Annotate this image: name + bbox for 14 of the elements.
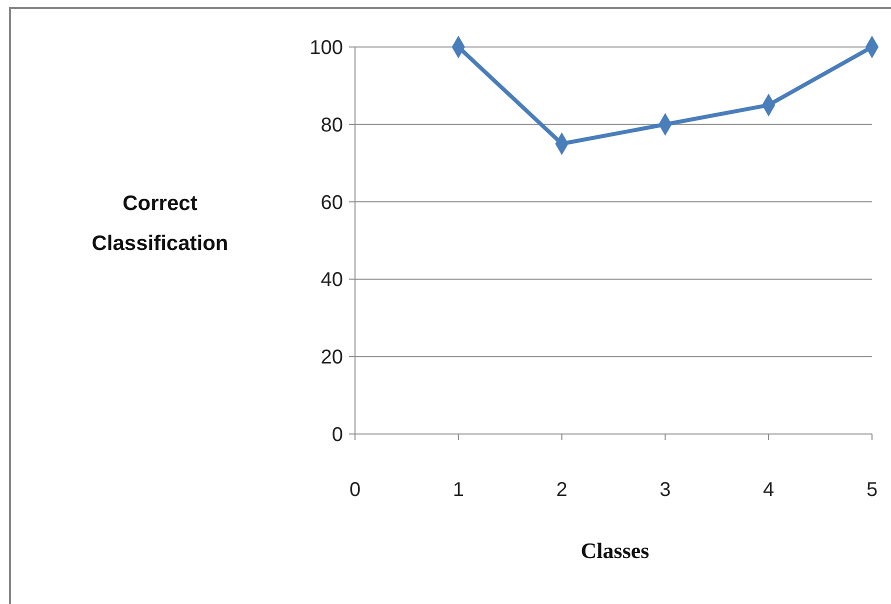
y-axis-title: Correct Classification <box>92 192 228 255</box>
x-tick-label: 1 <box>452 479 464 501</box>
x-tick-label: 3 <box>660 479 671 501</box>
y-tick-label: 20 <box>320 346 343 369</box>
x-tick-label: 2 <box>556 479 568 501</box>
x-axis-title: Classes <box>580 538 650 563</box>
y-tick-label: 100 <box>310 37 343 59</box>
x-tick-label: 5 <box>866 479 878 501</box>
x-tick-label: 0 <box>349 479 361 501</box>
y-tick-label: 0 <box>332 424 343 446</box>
y-tick-label: 40 <box>320 269 343 292</box>
x-tick-label: 4 <box>763 479 774 501</box>
y-tick-label: 60 <box>320 192 343 214</box>
y-tick-label: 80 <box>320 114 343 136</box>
